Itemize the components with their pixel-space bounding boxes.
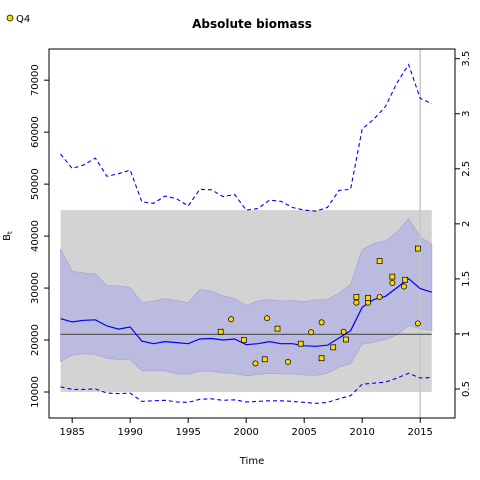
- data-point-square: [415, 245, 421, 252]
- x-tick-label: 1990: [117, 427, 142, 438]
- y-axis-label-subscript: t: [6, 231, 14, 234]
- y-tick-label: 50000: [30, 168, 41, 200]
- y2-tick-label: 0.5: [461, 381, 472, 397]
- x-tick-label: 1985: [59, 427, 84, 438]
- y-axis-label-group: Bt: [2, 231, 14, 241]
- data-point-square: [343, 336, 349, 343]
- data-point-square: [330, 344, 337, 351]
- ci-band: [60, 218, 433, 377]
- data-point-circle: [389, 279, 396, 286]
- data-point-square: [261, 356, 268, 363]
- y2-tick-label: 2: [461, 221, 472, 227]
- data-point-square: [389, 273, 396, 280]
- data-point-circle: [285, 358, 291, 365]
- legend-label-q4: Q4: [16, 14, 30, 25]
- x-tick-label: 2015: [407, 427, 432, 438]
- y-tick-label: 30000: [30, 272, 41, 304]
- chart-title: Absolute biomass: [192, 17, 312, 31]
- data-point-circle: [264, 315, 271, 322]
- data-point-circle: [228, 316, 235, 323]
- legend: Q4: [6, 14, 30, 25]
- data-point-square: [274, 325, 281, 332]
- x-axis-label: Time: [239, 456, 264, 467]
- y-tick-label: 70000: [30, 64, 41, 96]
- x-tick-label: 1995: [175, 427, 200, 438]
- legend-marker-q4: [6, 14, 14, 22]
- data-point-square: [241, 337, 247, 343]
- y2-tick-label: 1.5: [461, 271, 472, 287]
- data-point-square: [353, 294, 360, 300]
- y-tick-label: 40000: [30, 220, 41, 252]
- x-tick-label: 2000: [233, 427, 258, 438]
- data-point-circle: [376, 293, 383, 300]
- data-point-circle: [252, 360, 259, 367]
- y-tick-label: 10000: [30, 376, 41, 408]
- x-tick-label: 2005: [291, 427, 316, 438]
- data-point-circle: [353, 299, 360, 306]
- y2-tick-label: 1: [461, 331, 472, 337]
- y-axis-label: Bt: [2, 231, 14, 241]
- axes: 1985 1990 1995 2000 2005 2010 2015100002000030…: [30, 48, 472, 438]
- data-point-square: [297, 340, 304, 347]
- plot-area: [60, 49, 433, 418]
- y2-tick-label: 3.5: [461, 51, 472, 67]
- data-point-square: [402, 276, 408, 283]
- dashed-upper-line: [60, 63, 433, 212]
- data-point-circle: [308, 329, 315, 336]
- data-point-circle: [340, 328, 347, 335]
- data-point-circle: [365, 299, 371, 306]
- data-point-square: [376, 258, 383, 264]
- y-tick-label: 20000: [30, 324, 41, 356]
- plot-frame: [48, 48, 456, 419]
- y2-tick-label: 2.5: [461, 161, 472, 177]
- x-tick-label: 2010: [349, 427, 374, 438]
- y-axis-label-main: B: [2, 234, 13, 241]
- y2-tick-label: 3: [461, 111, 472, 117]
- data-point-square: [365, 295, 371, 301]
- data-point-circle: [414, 320, 421, 327]
- y-tick-label: 60000: [30, 116, 41, 148]
- data-point-square: [217, 328, 224, 335]
- data-point-circle: [401, 283, 407, 290]
- data-point-circle: [318, 319, 325, 326]
- data-point-square: [318, 355, 325, 362]
- dashed-lower-line: [60, 372, 432, 404]
